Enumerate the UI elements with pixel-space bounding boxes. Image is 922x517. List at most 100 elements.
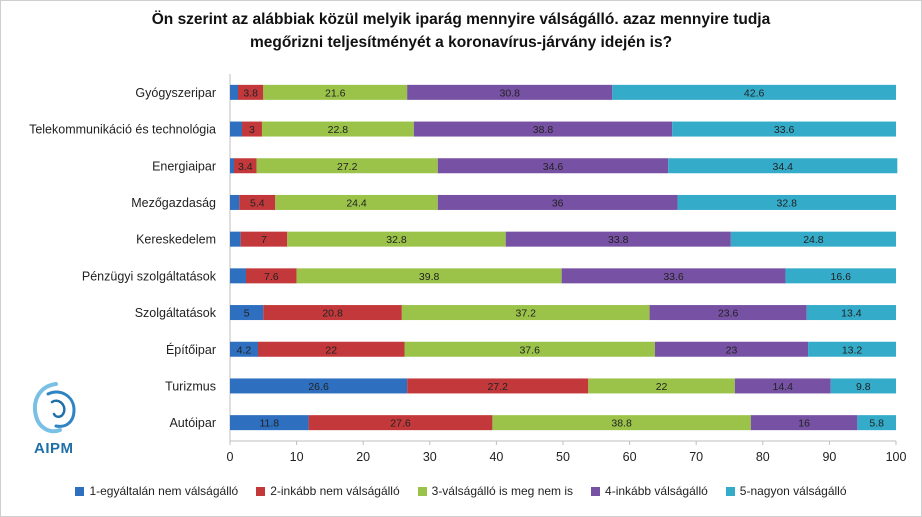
- bar-segment: [230, 84, 238, 100]
- chart-legend: 1-egyáltalán nem válságálló 2-inkább nem …: [0, 484, 922, 498]
- bar-segment: [437, 158, 669, 174]
- category-label: Autóipar: [169, 416, 216, 430]
- data-label: 38.8: [533, 124, 554, 136]
- chart-title-line-1: Ön szerint az alábbiak közül melyik ipar…: [151, 11, 771, 28]
- bar-segment: [240, 231, 288, 247]
- legend-label: 1-egyáltalán nem válságálló: [89, 484, 239, 498]
- legend-item: 5-nagyon válságálló: [725, 484, 847, 498]
- data-label: 23.6: [718, 308, 739, 320]
- bar-segment: [230, 341, 258, 357]
- bar-segment: [649, 305, 807, 321]
- legend-item: 3-válságálló is meg nem is: [417, 484, 573, 498]
- bar-segment: [857, 415, 896, 431]
- data-label: 5.4: [250, 197, 265, 209]
- bar-segment: [806, 305, 896, 321]
- bar-segment: [750, 415, 858, 431]
- bar-segment: [296, 268, 562, 284]
- bar-segment: [612, 84, 896, 100]
- bar-segment: [401, 305, 650, 321]
- data-label: 26.6: [308, 381, 329, 393]
- bar-segment: [677, 194, 896, 210]
- x-tick-label: 90: [822, 450, 836, 464]
- chart-title: Ön szerint az alábbiak közül melyik ipar…: [0, 8, 922, 54]
- data-label: 33.6: [774, 124, 795, 136]
- data-label: 9.8: [856, 381, 871, 393]
- data-label: 3.4: [238, 161, 253, 173]
- bar-segment: [404, 341, 655, 357]
- data-label: 30.8: [500, 87, 521, 99]
- data-label: 39.8: [419, 271, 440, 283]
- data-label: 42.6: [744, 87, 765, 99]
- x-tick-label: 30: [423, 450, 437, 464]
- legend-label: 2-inkább nem válságálló: [270, 484, 400, 498]
- category-label: Mezőgazdaság: [131, 196, 216, 210]
- category-label: Építőipar: [166, 342, 216, 357]
- data-label: 34.4: [773, 161, 794, 173]
- category-label: Kereskedelem: [136, 233, 216, 247]
- data-label: 22: [325, 344, 337, 356]
- data-label: 16: [798, 418, 810, 430]
- bar-segment: [275, 194, 438, 210]
- legend-item: 2-inkább nem válságálló: [256, 484, 400, 498]
- bar-segment: [654, 341, 809, 357]
- category-label: Pénzügyi szolgáltatások: [82, 269, 217, 283]
- bar-segment: [230, 305, 264, 321]
- bar-segment: [672, 121, 896, 137]
- bar-segment: [437, 194, 678, 210]
- bar-segment: [830, 378, 896, 394]
- x-tick-label: 70: [689, 450, 703, 464]
- bar-segment: [230, 121, 242, 137]
- data-label: 34.6: [543, 161, 564, 173]
- bar-segment: [230, 158, 234, 174]
- aipm-logo-text: AIPM: [34, 440, 74, 457]
- data-label: 32.8: [386, 234, 407, 246]
- data-label: 7: [261, 234, 267, 246]
- legend-swatch: [591, 486, 601, 496]
- bar-segment: [245, 268, 297, 284]
- data-label: 5.8: [869, 418, 884, 430]
- data-label: 27.2: [488, 381, 509, 393]
- x-tick-label: 80: [756, 450, 770, 464]
- aipm-logo-icon: [33, 382, 76, 434]
- bar-segment: [734, 378, 831, 394]
- data-label: 7.6: [264, 271, 279, 283]
- data-label: 22: [656, 381, 668, 393]
- data-label: 5: [244, 308, 250, 320]
- legend-item: 1-egyáltalán nem válságálló: [75, 484, 238, 498]
- legend-label: 5-nagyon válságálló: [739, 484, 847, 498]
- category-label: Gyógyszeripar: [135, 86, 216, 100]
- data-label: 21.6: [325, 87, 346, 99]
- data-label: 38.8: [611, 418, 632, 430]
- bar-segment: [492, 415, 751, 431]
- bar-segment: [413, 121, 673, 137]
- data-label: 27.6: [390, 418, 411, 430]
- bar-segment: [561, 268, 786, 284]
- data-label: 32.8: [777, 197, 798, 209]
- data-label: 4.2: [237, 344, 252, 356]
- chart-title-line-2: megőrizni teljesítményét a koronavírus-j…: [249, 34, 673, 51]
- data-label: 11.8: [259, 418, 279, 430]
- bar-segment: [808, 341, 896, 357]
- data-label: 37.2: [515, 308, 536, 320]
- legend-swatch: [75, 486, 85, 496]
- bar-segment: [257, 341, 405, 357]
- bar-segment: [287, 231, 506, 247]
- bar-segment: [588, 378, 735, 394]
- legend-swatch: [256, 486, 266, 496]
- category-label: Turizmus: [165, 379, 216, 393]
- data-label: 13.2: [842, 344, 863, 356]
- legend-label: 4-inkább válságálló: [605, 484, 708, 498]
- data-label: 24.4: [346, 197, 367, 209]
- legend-swatch: [417, 486, 427, 496]
- x-tick-label: 100: [886, 450, 907, 464]
- data-label: 33.6: [663, 271, 684, 283]
- x-tick-label: 40: [489, 450, 503, 464]
- bar-segment: [256, 158, 438, 174]
- data-label: 23: [726, 344, 738, 356]
- bar-segment: [308, 415, 493, 431]
- bar-segment: [263, 305, 402, 321]
- bar-segment: [230, 415, 309, 431]
- data-label: 14.4: [773, 381, 794, 393]
- bar-segment: [505, 231, 731, 247]
- bar-segment: [230, 231, 241, 247]
